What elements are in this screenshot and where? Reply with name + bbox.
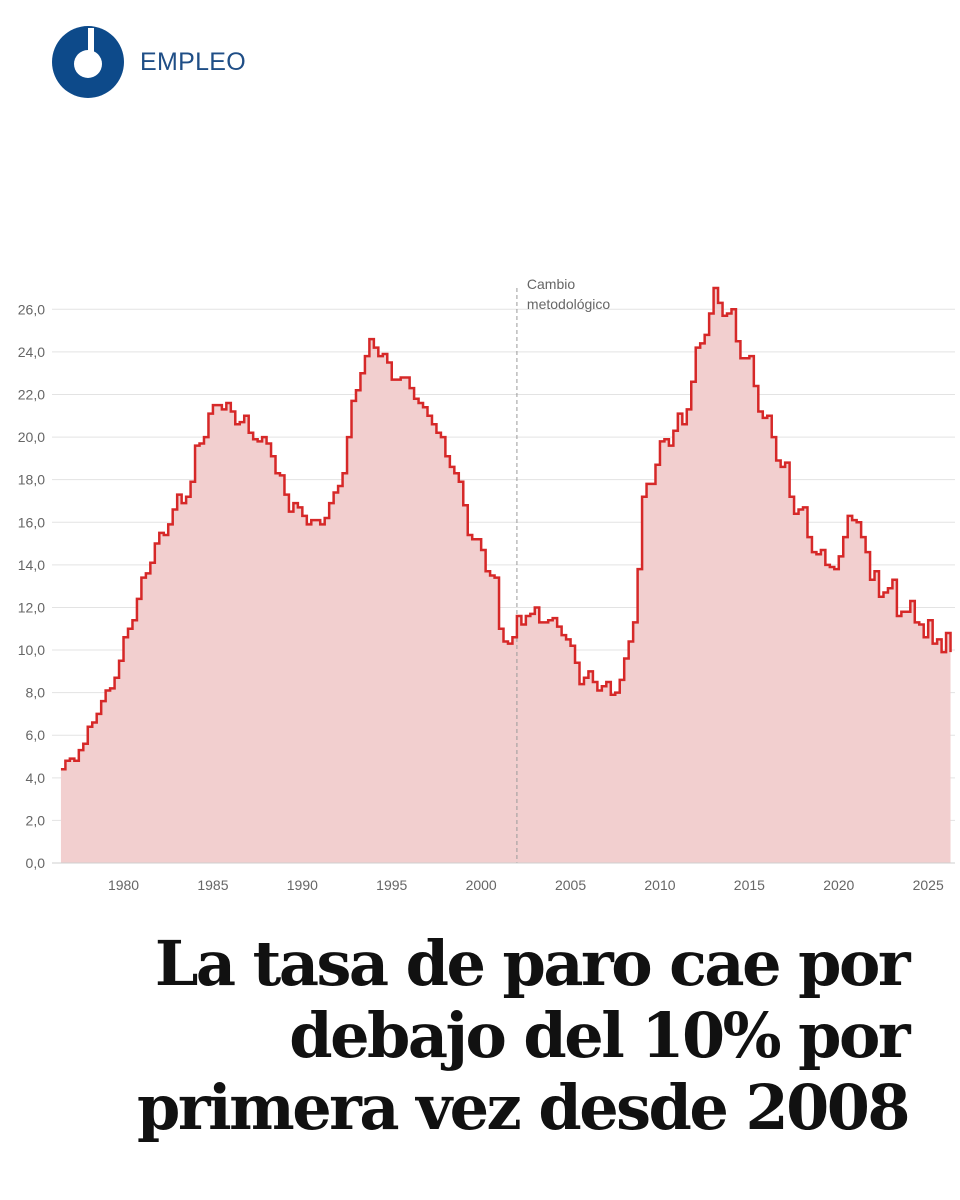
section-label[interactable]: EMPLEO	[140, 47, 246, 76]
x-tick-label: 1995	[376, 877, 407, 893]
y-tick-label: 0,0	[26, 855, 46, 871]
unemployment-rate-chart: 0,0 2,0 4,0 6,0 8,0 10,0 12,0 14,0 16,0 18,0 20,0 2…	[18, 276, 955, 893]
annotation-label: Cambio	[527, 276, 575, 292]
y-tick-label: 4,0	[26, 770, 46, 786]
y-tick-label: 8,0	[26, 685, 46, 701]
x-tick-label: 2025	[913, 877, 944, 893]
y-tick-label: 2,0	[26, 812, 46, 828]
y-tick-label: 10,0	[18, 642, 45, 658]
ring-logo-icon	[52, 26, 124, 98]
y-tick-label: 6,0	[26, 727, 46, 743]
y-tick-label: 18,0	[18, 472, 45, 488]
x-tick-label: 2000	[466, 877, 497, 893]
series-area	[60, 288, 951, 863]
y-tick-label: 20,0	[18, 429, 45, 445]
annotation-label: metodológico	[527, 296, 610, 312]
y-tick-label: 26,0	[18, 301, 45, 317]
x-tick-label: 2020	[823, 877, 854, 893]
brand-header: EMPLEO	[52, 26, 246, 98]
series-line	[60, 286, 952, 771]
x-tick-label: 2010	[644, 877, 675, 893]
x-tick-label: 1980	[108, 877, 139, 893]
y-tick-label: 22,0	[18, 386, 45, 402]
y-tick-label: 14,0	[18, 557, 45, 573]
x-tick-label: 1985	[197, 877, 228, 893]
y-tick-label: 16,0	[18, 514, 45, 530]
y-tick-label: 12,0	[18, 599, 45, 615]
x-tick-label: 1990	[287, 877, 318, 893]
y-tick-label: 24,0	[18, 344, 45, 360]
headline: La tasa de paro cae por debajo del 10% p…	[137, 927, 910, 1144]
x-tick-label: 2005	[555, 877, 586, 893]
x-tick-label: 2015	[734, 877, 765, 893]
